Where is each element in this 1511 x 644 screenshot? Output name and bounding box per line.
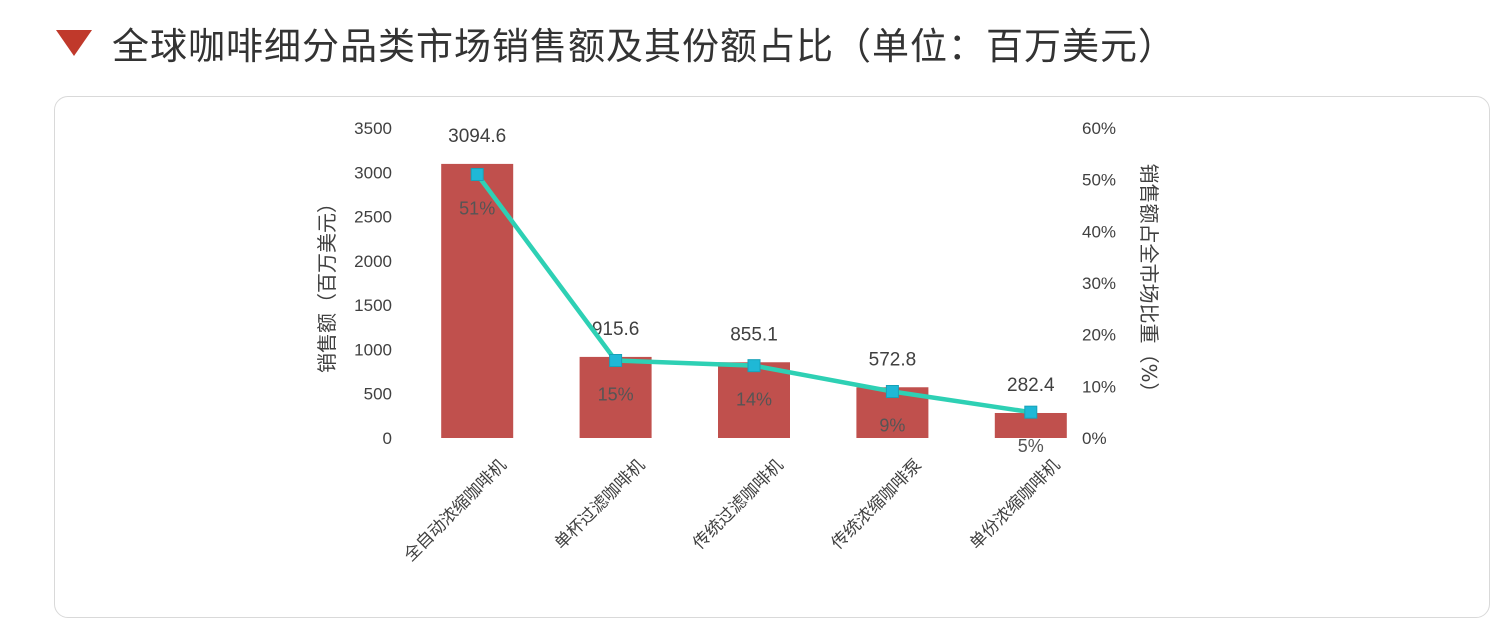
- y-tick-label: 0: [383, 429, 392, 448]
- y2-tick-label: 60%: [1082, 119, 1116, 138]
- share-marker: [470, 168, 484, 181]
- bar-value-label: 855.1: [730, 324, 778, 345]
- bar: [718, 362, 790, 438]
- y2-tick-label: 10%: [1082, 377, 1116, 396]
- y-tick-label: 3500: [354, 119, 392, 138]
- page-title: 全球咖啡细分品类市场销售额及其份额占比（单位：百万美元）: [112, 26, 1176, 67]
- triangle-down-icon: [56, 30, 92, 56]
- chart-header: 全球咖啡细分品类市场销售额及其份额占比（单位：百万美元）: [56, 18, 1176, 68]
- category-label: 传统浓缩咖啡泵: [828, 455, 926, 553]
- share-percent-label: 14%: [736, 390, 772, 410]
- y-tick-label: 1000: [354, 340, 392, 359]
- share-percent-label: 5%: [1018, 436, 1044, 456]
- bar: [579, 356, 652, 438]
- y-tick-label: 2500: [354, 208, 392, 227]
- share-percent-label: 51%: [459, 199, 495, 219]
- category-label: 传统过滤咖啡机: [689, 455, 787, 553]
- share-marker: [747, 359, 761, 373]
- share-marker: [609, 354, 623, 367]
- y-axis-title: 销售额（百万美元）: [315, 193, 339, 373]
- y2-tick-label: 40%: [1082, 222, 1116, 241]
- y-tick-label: 1500: [354, 296, 392, 315]
- y-tick-label: 3000: [354, 163, 392, 182]
- category-label: 单份浓缩咖啡机: [966, 455, 1064, 553]
- bar-value-label: 572.8: [869, 349, 917, 370]
- y2-tick-label: 20%: [1082, 326, 1116, 345]
- bar-value-label: 3094.6: [448, 126, 506, 147]
- bar-value-label: 915.6: [592, 319, 640, 340]
- y2-tick-label: 0%: [1082, 429, 1107, 448]
- y2-tick-label: 30%: [1082, 274, 1116, 293]
- share-marker: [885, 385, 899, 398]
- category-label: 单杯过滤咖啡机: [551, 455, 649, 553]
- y-tick-label: 2000: [354, 252, 392, 271]
- category-label: 全自动浓缩咖啡机: [400, 455, 510, 565]
- y-tick-label: 500: [364, 385, 392, 404]
- y2-tick-label: 50%: [1082, 171, 1116, 190]
- share-marker: [1024, 405, 1038, 419]
- y2-axis-title: 销售额占全市场比重（%）: [1137, 163, 1161, 402]
- bar-value-label: 282.4: [1007, 375, 1055, 396]
- share-percent-label: 15%: [598, 385, 634, 405]
- chart-card: [54, 96, 1490, 618]
- share-percent-label: 9%: [879, 416, 905, 436]
